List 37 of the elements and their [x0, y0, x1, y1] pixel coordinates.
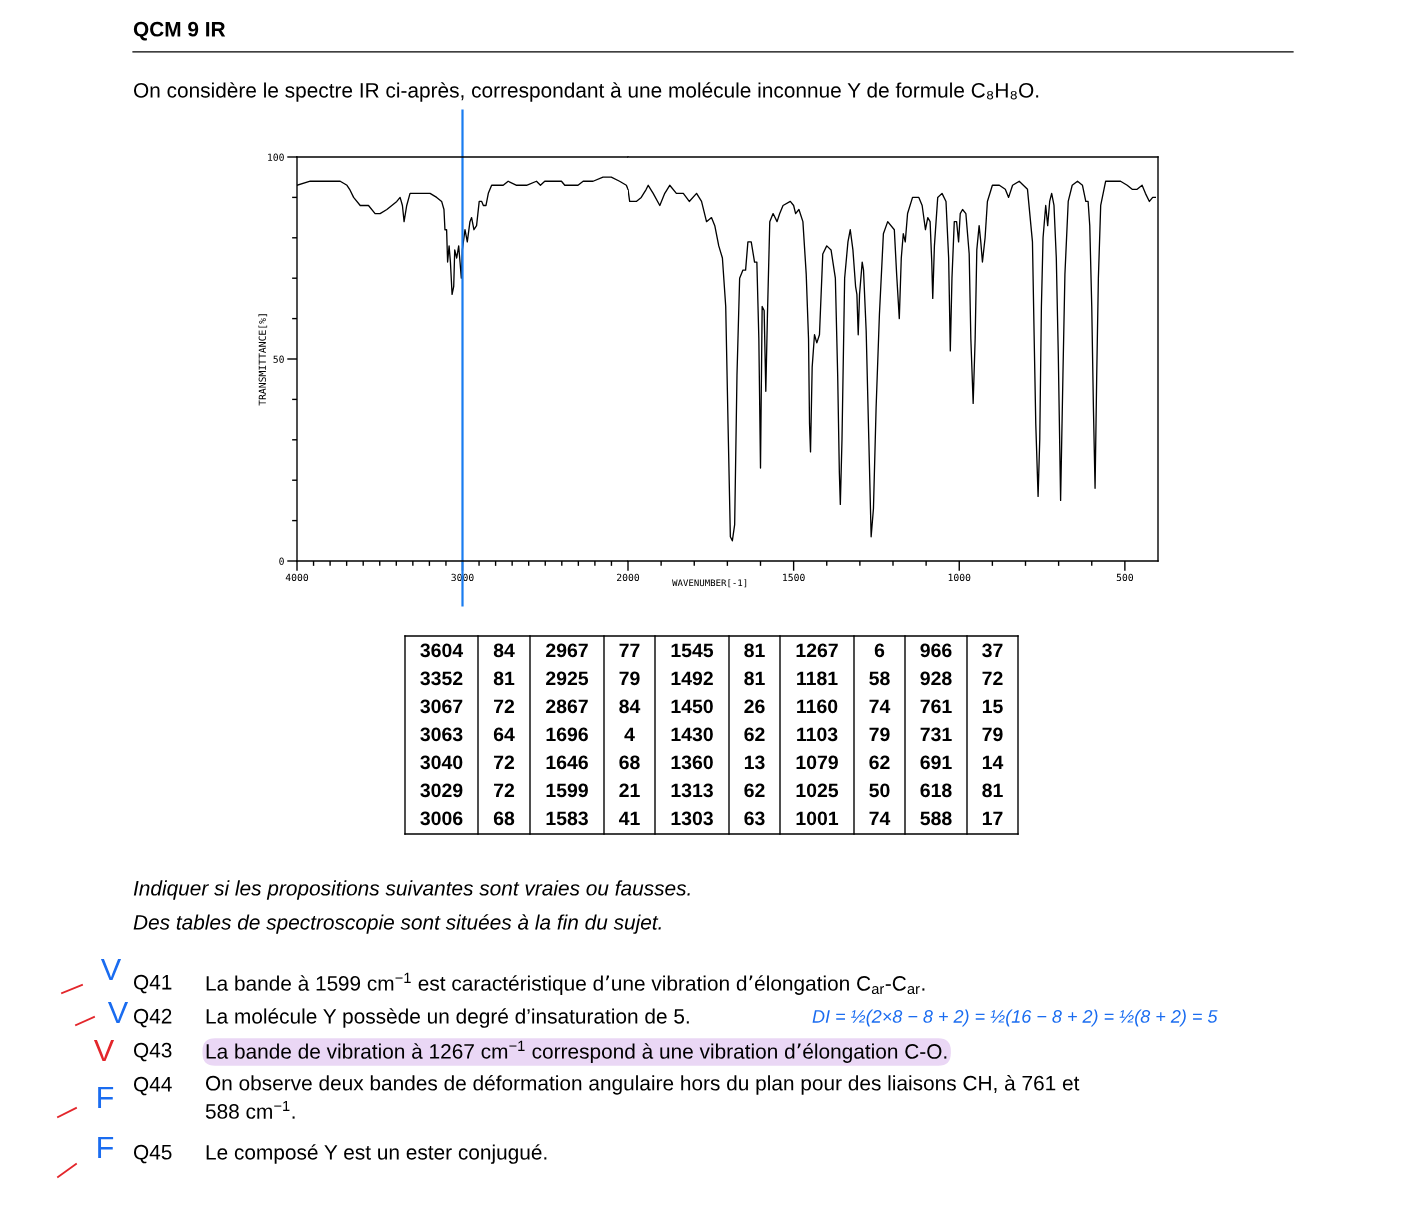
chart-title: QCM 9 IR — [133, 21, 226, 41]
x-tick-label: 1500 — [783, 573, 805, 582]
y-tick-label: 0 — [279, 557, 284, 565]
text: Q44 — [133, 1076, 172, 1096]
y-tick-label: 100 — [268, 153, 284, 161]
text: V — [100, 958, 122, 980]
y-axis-title: TRANSMITTANCE[%] — [258, 314, 268, 406]
text: 3604 84 2967 77 1545 81 1267 6 966 37 — [420, 643, 1003, 658]
text: Q43 — [133, 1042, 172, 1062]
x-tick-label: 2000 — [617, 573, 640, 582]
text: V — [93, 1039, 115, 1061]
text: Q42 — [133, 1008, 172, 1028]
x-axis-title: WAVENUMBER[-1] — [672, 579, 747, 588]
text: Le composé Y est un ester conjugué. — [206, 1144, 547, 1164]
text: 3040 72 1646 68 1360 13 1079 62 691 14 — [420, 755, 1004, 770]
y-tick-label: 50 — [273, 355, 284, 363]
x-tick-label: 4000 — [285, 573, 309, 582]
text: 3063 64 1696 4 1430 62 1103 79 731 79 — [420, 727, 1003, 742]
text: 3029 72 1599 21 1313 62 1025 50 618 81 — [420, 783, 1003, 798]
text: On observe deux bandes de déformation angulaire hors du plan pour des liaisons CH, à 761 et 588 cm$^{−1}$. — [205, 1075, 1080, 1119]
text: La bande à 1599 cm$^{−1}$ est caractéristique d’une vibration d’élongation C$_{ar}$-C$_{ar}$. — [206, 972, 925, 995]
text: DI = ½(2×8 − 8 + 2) = ½(16 − 8 + 2) = ½(8 + 2) = 5 — [812, 1009, 1218, 1027]
text: F — [98, 1086, 114, 1108]
text: 3006 68 1583 41 1303 63 1001 74 588 17 — [420, 811, 1003, 826]
text: Indiquer si les propositions suivantes sont vraies ou fausses. — [133, 880, 690, 900]
text: 3352 81 2925 79 1492 81 1181 58 928 72 — [420, 671, 1003, 686]
text: F — [98, 1136, 114, 1158]
chart-subtitle: On considère le spectre IR ci-après, correspondant à une molécule inconnue Y de formule C₈H₈O. — [133, 82, 1039, 102]
text: Q41 — [133, 974, 172, 994]
x-tick-label: 500 — [1116, 573, 1134, 582]
text: 3067 72 2867 84 1450 26 1160 74 761 15 — [420, 699, 1003, 714]
text: V — [107, 1001, 129, 1023]
text: Q45 — [133, 1144, 172, 1164]
text: La bande de vibration à 1267 cm$^{−1}$ correspond à une vibration d’élongation C-O. — [206, 1040, 947, 1063]
text: La molécule Y possède un degré d’insaturation de 5. — [206, 1008, 689, 1028]
text: Des tables de spectroscopie sont situées à la fin du sujet. — [133, 914, 661, 934]
x-tick-label: 1000 — [948, 573, 971, 582]
